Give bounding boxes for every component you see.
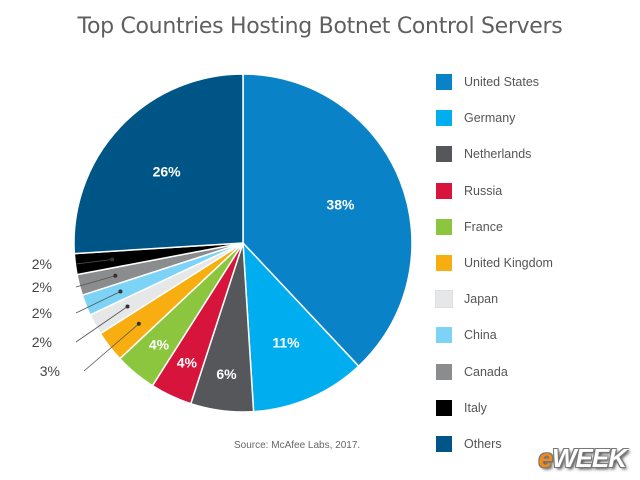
legend-item-germany: Germany	[436, 100, 636, 136]
legend-label: Italy	[464, 400, 487, 415]
legend-swatch	[436, 255, 452, 272]
leader-dot	[125, 304, 130, 309]
legend-swatch	[435, 290, 453, 309]
slice-label: 4%	[149, 337, 170, 353]
slice-label: 4%	[177, 354, 198, 370]
leader-line	[83, 323, 140, 372]
leader-dot	[118, 289, 123, 294]
slice-label: 3%	[40, 363, 60, 379]
slice-label: 38%	[326, 196, 355, 212]
leader-dot	[136, 321, 141, 326]
legend-item-others: Others	[436, 426, 636, 462]
slice-label: 2%	[32, 279, 52, 295]
legend-item-japan: Japan	[435, 281, 636, 317]
legend-label: Canada	[464, 364, 508, 379]
leader-line	[75, 259, 113, 265]
legend-item-italy: Italy	[436, 390, 636, 426]
pie-slice-united-states	[242, 73, 413, 368]
legend-item-united-kingdom: United Kingdom	[436, 245, 636, 281]
legend-swatch	[436, 363, 452, 380]
legend-item-russia: Russia	[436, 173, 636, 209]
slice-label: 2%	[32, 256, 52, 272]
leader-line	[75, 291, 121, 314]
legend-swatch	[436, 182, 452, 199]
legend-label: Netherlands	[464, 147, 532, 162]
legend-swatch	[436, 435, 452, 452]
legend-label: China	[464, 328, 497, 343]
legend-label: United States	[464, 75, 540, 90]
slice-label: 6%	[216, 366, 237, 382]
legend-swatch	[436, 146, 452, 163]
legend-swatch	[436, 327, 452, 344]
chart-legend: United States Germany Netherlands Russia Fra…	[435, 64, 636, 462]
legend-label: United Kingdom	[464, 256, 553, 271]
slice-label: 11%	[272, 334, 300, 350]
legend-item-france: France	[436, 209, 636, 245]
source-note: Source: McAfee Labs, 2017.	[234, 440, 361, 451]
legend-item-canada: Canada	[436, 354, 636, 390]
legend-label: Japan	[464, 292, 499, 307]
legend-item-united-states: United States	[436, 64, 636, 100]
eweek-logo: eWEEK	[538, 443, 627, 473]
pie-slice-germany	[242, 240, 360, 413]
leader-line	[75, 306, 128, 343]
legend-swatch	[436, 74, 452, 91]
legend-label: France	[464, 219, 503, 234]
legend-label: Others	[464, 436, 502, 451]
leader-line	[75, 275, 116, 288]
legend-label: Germany	[464, 111, 516, 126]
legend-swatch	[436, 218, 452, 235]
legend-label: Russia	[464, 183, 503, 198]
legend-swatch	[436, 399, 452, 416]
pie-slice-others	[73, 73, 244, 255]
chart-title: Top Countries Hosting Botnet Control Ser…	[77, 14, 563, 39]
leader-dot	[113, 273, 118, 278]
slice-label: 26%	[153, 163, 182, 179]
leader-dot	[110, 257, 115, 262]
legend-item-netherlands: Netherlands	[436, 136, 636, 172]
slice-label: 2%	[32, 334, 52, 350]
legend-item-china: China	[436, 317, 636, 353]
slice-label: 2%	[32, 305, 52, 321]
legend-swatch	[436, 110, 452, 127]
